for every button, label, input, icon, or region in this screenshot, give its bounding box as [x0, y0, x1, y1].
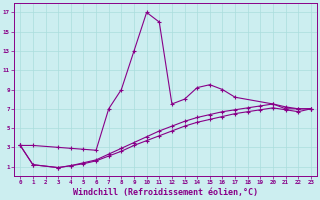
- X-axis label: Windchill (Refroidissement éolien,°C): Windchill (Refroidissement éolien,°C): [73, 188, 258, 197]
